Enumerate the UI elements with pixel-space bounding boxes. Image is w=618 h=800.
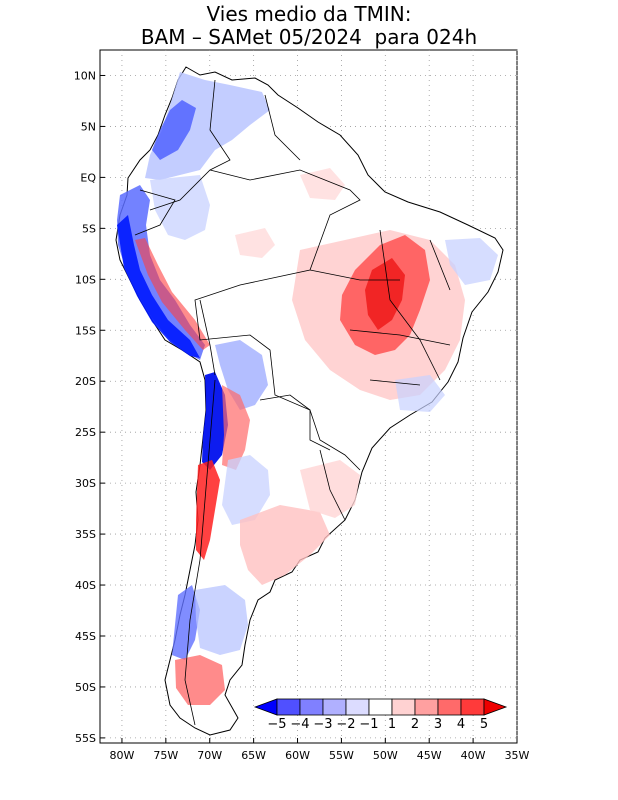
map-title-line2: BAM – SAMet 05/2024 para 024h <box>140 25 478 49</box>
lat-tick-label: 10N <box>74 69 96 82</box>
lat-tick-label: 25S <box>75 426 96 439</box>
colorbar-label: −5 <box>267 717 286 732</box>
colorbar-box <box>299 698 324 716</box>
lat-tick-label: 15S <box>75 324 96 337</box>
lon-tick-label: 40W <box>461 749 486 762</box>
lon-tick-label: 45W <box>417 749 442 762</box>
border-brazil-states <box>309 229 451 386</box>
lon-tick-label: 75W <box>153 749 178 762</box>
bias-patch-red-north-argentina <box>222 385 250 470</box>
lon-tick-label: 80W <box>110 749 135 762</box>
bias-patch-lightred-pampa <box>240 505 330 585</box>
lat-tick-label: 35S <box>75 528 96 541</box>
colorbar-label: −1 <box>359 717 378 732</box>
lon-tick-label: 70W <box>197 749 222 762</box>
country-borders <box>134 79 451 726</box>
colorbar-box <box>322 698 347 716</box>
colorbar-box <box>437 698 462 716</box>
colorbar-labels: −5 −4 −3 −2 −1 1 2 3 4 5 <box>267 717 488 732</box>
bias-patch-blue-peru-strong <box>117 215 200 358</box>
lon-tick-label: 65W <box>241 749 266 762</box>
bias-patch-lightred-guiana <box>300 168 345 200</box>
colorbar-label: 4 <box>457 717 465 732</box>
colorbar-box <box>460 698 485 716</box>
colorbar-box <box>345 698 370 716</box>
bias-patch-blue-chile-north <box>202 372 228 470</box>
bias-patches <box>117 72 498 705</box>
colorbar-label: 3 <box>434 717 442 732</box>
lat-tick-label: 50S <box>75 681 96 694</box>
colorbar-label: −4 <box>290 717 309 732</box>
lat-tick-label: 20S <box>75 375 96 388</box>
latitude-ticks: 10N 5N EQ 5S 10S 15S 20S 25S 30S 35S 40S 45S 50S 55S <box>74 69 105 745</box>
colorbar-box <box>414 698 439 716</box>
lat-tick-label: 30S <box>75 477 96 490</box>
border-colombia-venezuela <box>149 79 231 211</box>
border-venezuela-guyana <box>264 94 301 161</box>
border-ecuador <box>134 189 176 236</box>
lat-tick-label: 55S <box>75 732 96 745</box>
lat-tick-label: 5N <box>81 120 96 133</box>
map-title-line1: Vies medio da TMIN: <box>206 2 412 26</box>
colorbar-label: 1 <box>388 717 396 732</box>
border-argentina-uruguay <box>319 449 346 521</box>
border-argentina-chile <box>184 379 216 726</box>
border-bolivia-paraguay <box>259 394 331 451</box>
colorbar-label: 2 <box>411 717 419 732</box>
lon-tick-label: 50W <box>373 749 398 762</box>
bias-patch-blue-north-andes <box>145 72 270 180</box>
colorbar-label: −2 <box>336 717 355 732</box>
colorbar <box>253 698 508 716</box>
lon-tick-label: 55W <box>329 749 354 762</box>
colorbar-high-arrow <box>483 698 508 716</box>
colorbar-box <box>276 698 301 716</box>
lon-tick-label: 60W <box>285 749 310 762</box>
lat-tick-label: 40S <box>75 579 96 592</box>
bias-patch-strongred-brazil <box>365 258 405 330</box>
bias-patch-blue-colombia-strong <box>152 100 196 160</box>
longitude-ticks: 80W 75W 70W 65W 60W 55W 50W 45W 40W 35W <box>110 738 530 762</box>
bias-patch-lightblue-north-argentina <box>222 455 270 525</box>
bias-patch-lightblue-patagonia <box>195 585 248 655</box>
colorbar-box <box>391 698 416 716</box>
colorbar-label: −3 <box>313 717 332 732</box>
bias-patch-lightred-amazon <box>235 228 275 258</box>
lon-tick-label: 35W <box>505 749 530 762</box>
bias-patch-blue-bolivia <box>215 340 268 410</box>
lat-tick-label: 45S <box>75 630 96 643</box>
colorbar-box <box>368 698 393 716</box>
bias-patch-blue-amazon-west <box>150 175 210 240</box>
lat-tick-label: EQ <box>80 171 96 184</box>
lat-tick-label: 10S <box>75 273 96 286</box>
bias-patch-lightblue-southeast <box>395 375 445 412</box>
bias-patch-red-peru-andes <box>135 238 210 350</box>
bias-patch-lightblue-nordeste <box>445 238 498 285</box>
border-peru-bolivia <box>199 299 216 376</box>
border-brazil <box>194 169 361 471</box>
colorbar-label: 5 <box>480 717 488 732</box>
lat-tick-label: 5S <box>82 222 96 235</box>
